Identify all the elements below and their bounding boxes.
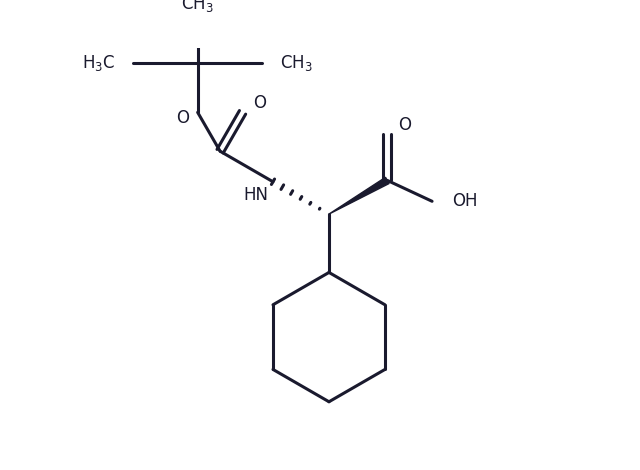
Text: O: O	[176, 109, 189, 127]
Text: CH$_3$: CH$_3$	[280, 53, 313, 73]
Text: OH: OH	[452, 192, 477, 210]
Text: HN: HN	[243, 186, 269, 204]
Text: CH$_3$: CH$_3$	[181, 0, 214, 14]
Polygon shape	[329, 177, 389, 214]
Text: O: O	[398, 116, 411, 134]
Text: O: O	[253, 94, 266, 112]
Text: H$_3$C: H$_3$C	[82, 53, 115, 73]
